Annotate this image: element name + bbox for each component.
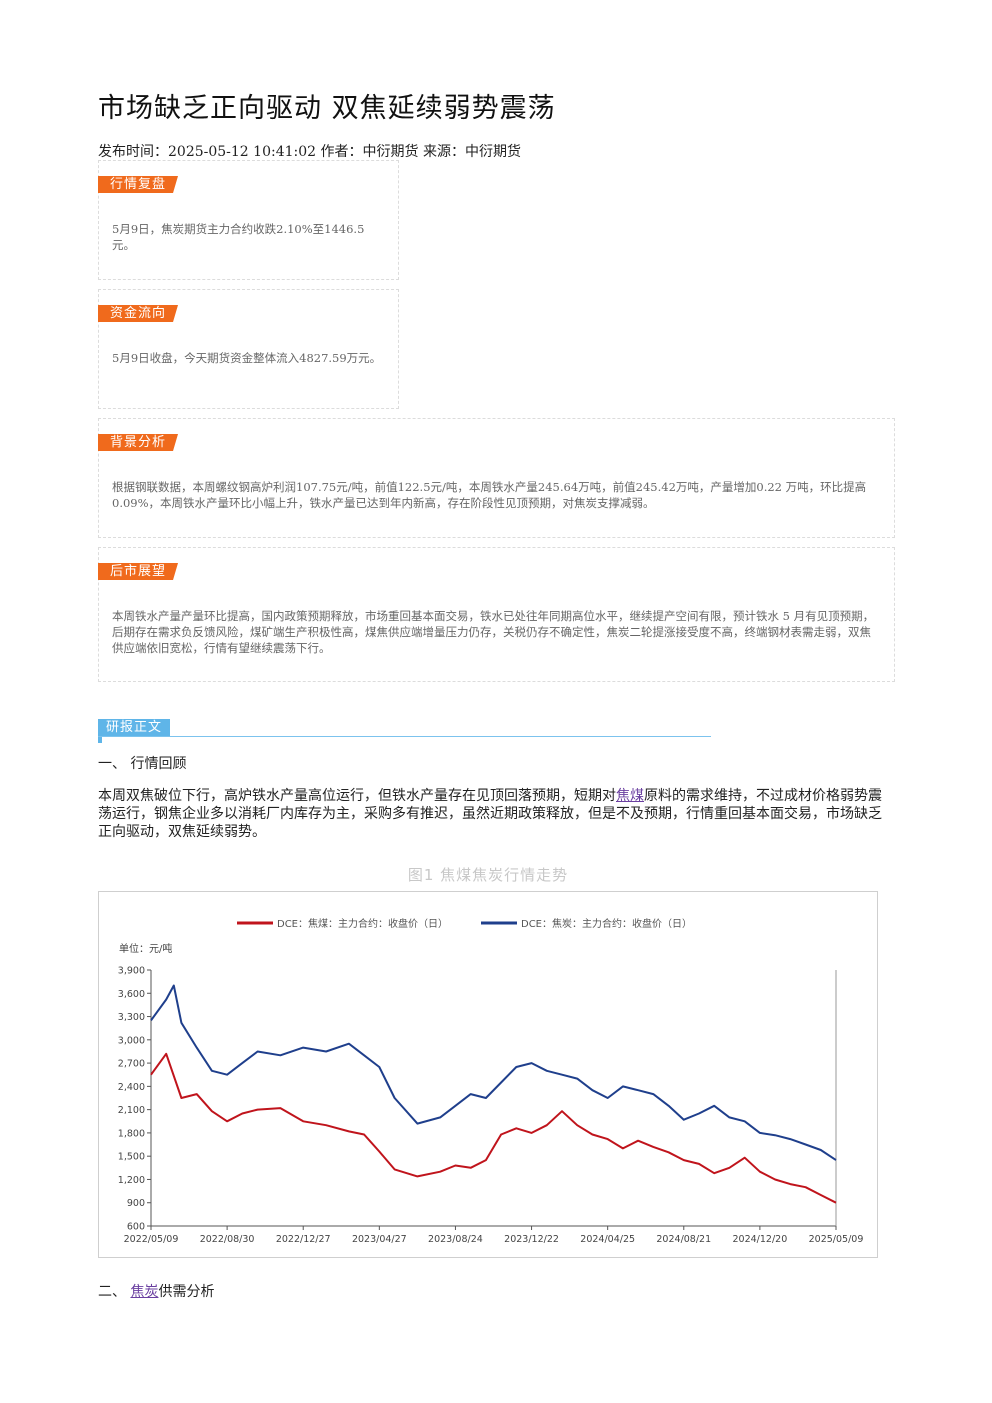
x-tick-label: 2024/08/21 [656,1234,711,1245]
coke-series-line [150,984,837,1161]
market-review-text: 5月9日，焦炭期货主力合约收跌2.10%至1446.5元。 [112,222,365,252]
section-heading-supply-demand: 二、 焦炭供需分析 [98,1281,214,1301]
section-heading-review: 一、 行情回顾 [98,756,187,772]
x-tick-label: 2025/05/09 [809,1234,864,1245]
y-tick-label: 2,100 [118,1105,145,1116]
price-chart-svg: 单位：元/吨 600 900 1,200 1,500 1,800 2,100 2,400 2,7… [118,917,864,1245]
figure-caption: 图1 焦煤焦炭行情走势 [407,866,569,884]
report-tag-tail [98,737,102,743]
coke-link[interactable]: 焦炭 [130,1284,159,1300]
legend-label: DCE：焦煤：主力合约：收盘价（日） [277,917,448,930]
x-tick-label: 2023/12/22 [504,1234,559,1245]
tag-background: 背景分析 [98,434,178,451]
paragraph-text-start: 本周双焦破位下行，高炉铁水产量高位运行，但铁水产量存在见顶回落预期，短期对 [98,788,616,804]
review-paragraph: 本周双焦破位下行，高炉铁水产量高位运行，但铁水产量存在见顶回落预期，短期对焦煤原… [98,787,888,841]
x-tick-label: 2022/08/30 [200,1234,255,1245]
article-meta: 发布时间：2025-05-12 10:41:02 作者：中衍期货 来源：中衍期货 [98,144,521,160]
y-tick-label: 2,700 [118,1059,145,1070]
summary-box-outlook [98,547,895,682]
y-tick-label: 2,400 [118,1082,145,1093]
x-tick-label: 2024/12/20 [733,1234,788,1245]
tag-fund-flow: 资金流向 [98,305,178,322]
x-tick-label: 2022/12/27 [276,1234,331,1245]
y-tick-label: 3,900 [118,966,145,977]
price-chart: 单位：元/吨 600 900 1,200 1,500 1,800 2,100 2,400 2,7… [98,891,878,1258]
y-tick-label: 3,000 [118,1035,145,1046]
y-tick-label: 1,500 [118,1152,145,1163]
paragraph-text-end: 原料的需求维持，不过成材价格弱势震荡运行，钢焦企业多以消耗厂内库存为主，采购多有… [98,788,882,840]
fund-flow-text: 5月9日收盘，今天期货资金整体流入4827.59万元。 [112,351,382,365]
report-body-tag: 研报正文 [98,719,171,736]
y-tick-label: 900 [127,1198,145,1209]
section2-number: 二、 [98,1284,126,1300]
coking-coal-link[interactable]: 焦煤 [616,788,644,804]
x-tick-label: 2023/08/24 [428,1234,483,1245]
summary-box-market [98,160,399,280]
article-title: 市场缺乏正向驱动 双焦延续弱势震荡 [98,93,556,124]
background-text: 根据钢联数据，本周螺纹钢高炉利润107.75元/吨，前值122.5元/吨，本周铁… [112,480,867,510]
coking-coal-series-line [150,1052,837,1204]
y-tick-label: 1,800 [118,1128,145,1139]
y-tick-label: 3,300 [118,1012,145,1023]
section2-title: 供需分析 [158,1284,215,1300]
unit-label: 单位：元/吨 [119,942,172,955]
tag-outlook: 后市展望 [98,563,178,580]
y-tick-label: 1,200 [118,1175,145,1186]
summary-box-background [98,418,895,538]
x-tick-label: 2022/05/09 [124,1234,179,1245]
report-divider [98,736,711,737]
outlook-text: 本周铁水产量产量环比提高，国内政策预期释放，市场重回基本面交易，铁水已处往年同期… [112,609,875,655]
y-tick-label: 600 [127,1222,145,1233]
x-tick-label: 2023/04/27 [352,1234,407,1245]
tag-market-review: 行情复盘 [98,176,178,193]
summary-box-funds [98,289,399,409]
x-tick-label: 2024/04/25 [580,1234,635,1245]
legend-label: DCE：焦炭：主力合约：收盘价（日） [521,917,692,930]
y-tick-label: 3,600 [118,989,145,1000]
